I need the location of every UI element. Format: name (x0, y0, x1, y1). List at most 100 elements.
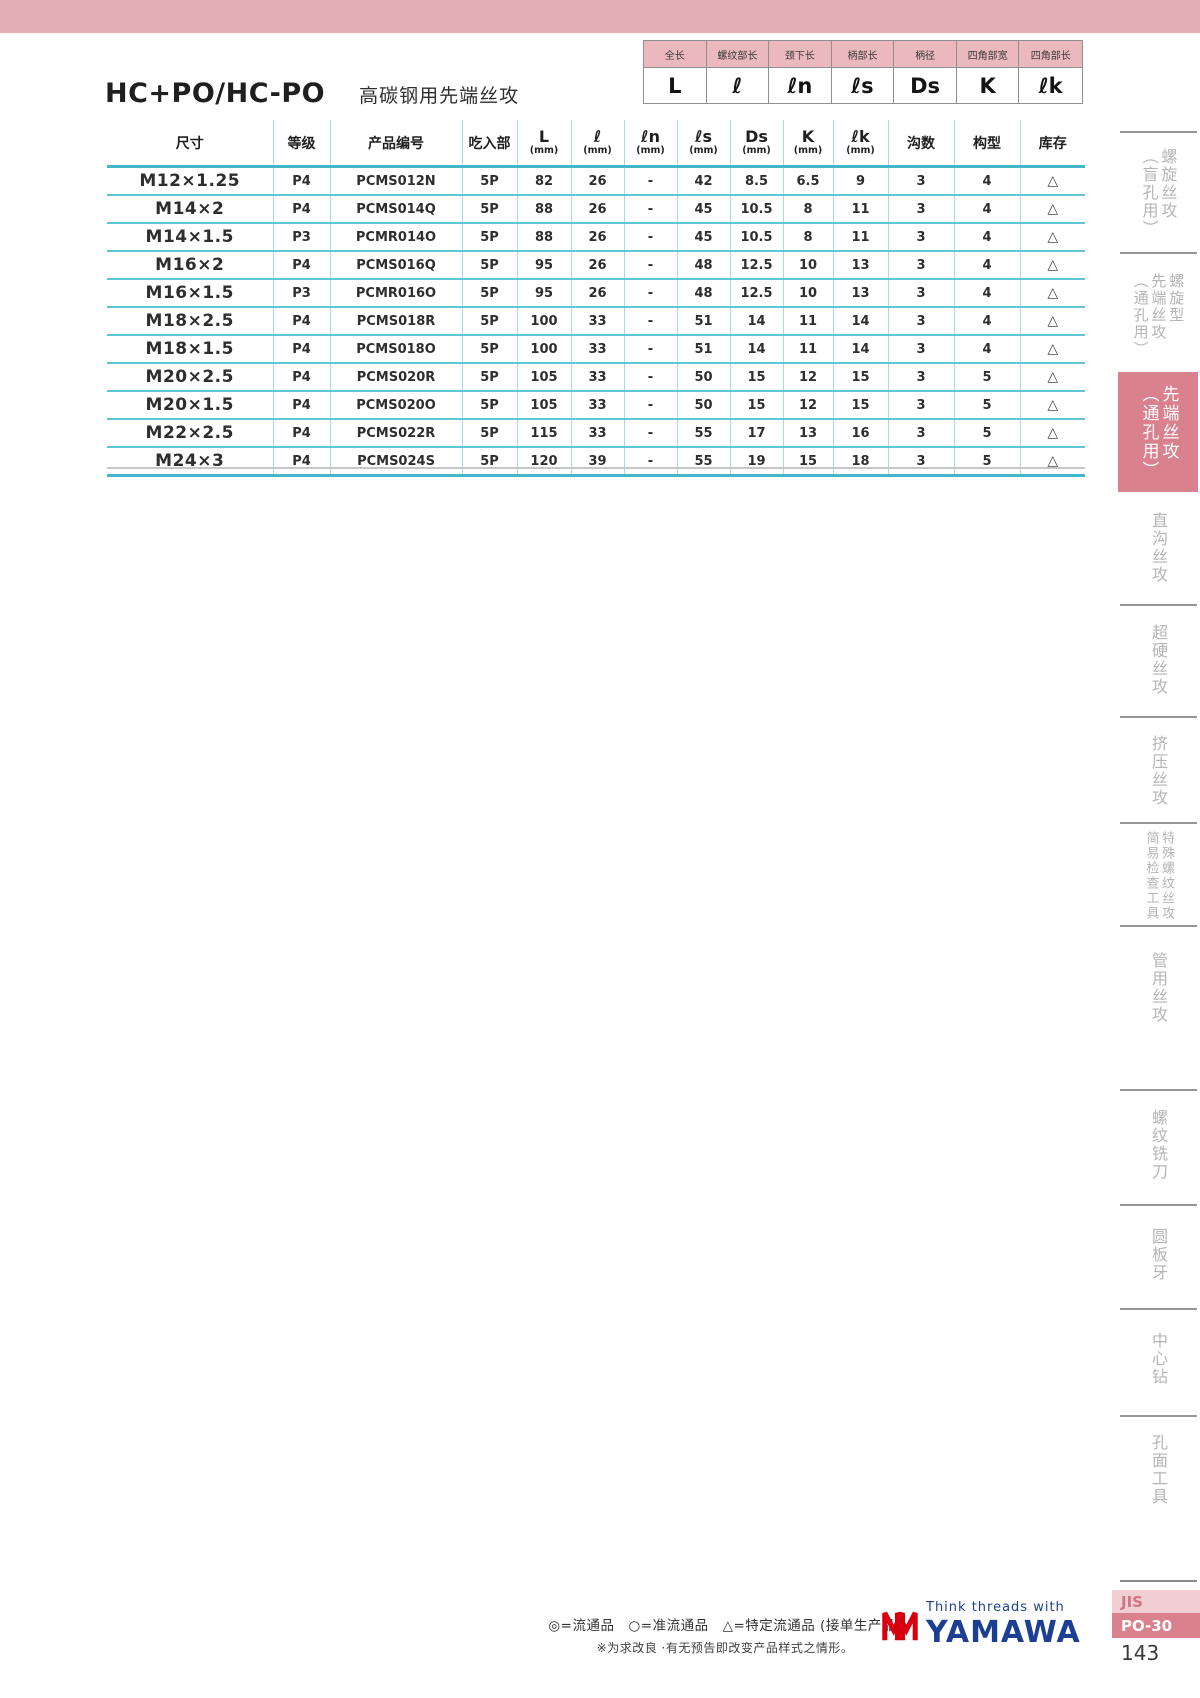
lk-cell: 15 (832, 363, 888, 392)
ls-cell: 48 (676, 279, 730, 308)
flutes-cell: 3 (887, 335, 954, 364)
sidebar-tab-special-thread-check-tools: 特殊螺纹丝攻 简易检查工具 (1118, 831, 1198, 921)
L-cell: 105 (516, 391, 571, 420)
table-row: M20×2.5 P4 PCMS020R 5P 105 33-50 15 12 15 3 5 △ (107, 363, 1085, 392)
ln-cell: - (623, 195, 677, 224)
stock-cell: △ (1019, 335, 1085, 364)
table-header-ln: ℓn (mm) (623, 120, 677, 168)
lk-cell: 9 (832, 166, 888, 196)
Ds-cell: 15 (729, 363, 783, 392)
form-cell: 4 (953, 251, 1020, 280)
flutes-cell: 3 (887, 363, 954, 392)
sidebar-tab-spiral-tap-blind: 螺旋丝攻 （盲孔用） (1118, 140, 1198, 246)
form-cell: 5 (953, 363, 1020, 392)
Ds-cell: 15 (729, 391, 783, 420)
L-cell: 120 (516, 447, 571, 477)
chamfer-cell: 5P (461, 251, 517, 280)
legend-label: 柄径 (894, 41, 957, 68)
flutes-cell: 3 (887, 447, 954, 477)
product-code-cell: PCMR014O (329, 223, 462, 252)
table-header-Ds: Ds (mm) (729, 120, 783, 168)
legend-symbol: ℓ (707, 68, 770, 103)
table-row: M16×1.5 P3 PCMR016O 5P 95 26-48 12.5 10 13 3 4 △ (107, 279, 1085, 308)
stock-cell: △ (1019, 447, 1085, 477)
Ds-cell: 10.5 (729, 195, 783, 224)
ls-cell: 55 (676, 447, 730, 477)
K-cell: 11 (782, 307, 833, 336)
table-row: M24×3 P4 PCMS024S 5P 120 39-55 19 15 18 3 5 △ (107, 447, 1085, 477)
lk-cell: 18 (832, 447, 888, 477)
grade-cell: P3 (272, 223, 330, 252)
flutes-cell: 3 (887, 251, 954, 280)
sidebar-tab-label: 圆板牙 (1148, 1228, 1168, 1282)
size-cell: M20×2.5 (107, 363, 273, 392)
flutes-cell: 3 (887, 195, 954, 224)
sidebar-tab-thread-mill: 螺纹铣刀 (1118, 1105, 1198, 1185)
legend-label: 四角部长 (1019, 41, 1082, 68)
legend-label: 柄部长 (831, 41, 895, 68)
table-header-size: 尺寸 (107, 120, 273, 168)
l-cell: 26 (570, 166, 624, 196)
table-header-l: ℓ (mm) (570, 120, 624, 168)
sidebar-divider (1120, 604, 1197, 606)
ln-cell: - (623, 447, 677, 477)
ln-cell: - (623, 363, 677, 392)
product-code-cell: PCMS018O (329, 335, 462, 364)
l-cell: 33 (570, 391, 624, 420)
product-code-cell: PCMS012N (329, 166, 462, 196)
form-cell: 4 (953, 307, 1020, 336)
size-cell: M22×2.5 (107, 419, 273, 448)
grade-cell: P4 (272, 307, 330, 336)
sidebar-tab-hole-surface-tools: 孔面工具 (1118, 1424, 1198, 1516)
page-subtitle: 高碳钢用先端丝攻 (359, 85, 520, 107)
disclaimer-note: ※为求改良 ·有无预告即改变产品样式之情形。 (596, 1641, 854, 1655)
jis-badge: JIS (1112, 1590, 1200, 1613)
ln-cell: - (623, 419, 677, 448)
table-head: 尺寸 等级 产品编号 吃入部 L (mm) ℓ (mm) ℓn (mm) ℓs (mm) Ds (mm) K… (107, 120, 1085, 168)
sidebar-tab-straight-flute-tap: 直沟丝攻 (1118, 505, 1198, 591)
product-code-cell: PCMS018R (329, 307, 462, 336)
table-header-product-code: 产品编号 (329, 120, 462, 168)
sidebar-tab-label: 中心钻 (1148, 1332, 1168, 1386)
grade-cell: P4 (272, 391, 330, 420)
Ds-cell: 14 (729, 307, 783, 336)
grade-cell: P4 (272, 251, 330, 280)
brand-tagline: Think threads with (926, 1600, 1065, 1615)
L-cell: 95 (516, 279, 571, 308)
L-cell: 100 (516, 307, 571, 336)
sidebar-tab-label: 先端丝攻 （通孔用） (1138, 384, 1179, 480)
lk-cell: 14 (832, 335, 888, 364)
product-code-cell: PCMS014Q (329, 195, 462, 224)
flutes-cell: 3 (887, 223, 954, 252)
stock-cell: △ (1019, 279, 1085, 308)
title-bar: HC+PO/HC-PO 高碳钢用先端丝攻 (105, 78, 519, 109)
ln-cell: - (623, 391, 677, 420)
page-code-badge: PO-30 (1112, 1613, 1200, 1638)
L-cell: 100 (516, 335, 571, 364)
table-header-lk: ℓk (mm) (832, 120, 888, 168)
table-header-K: K (mm) (782, 120, 833, 168)
table-header-ls: ℓs (mm) (676, 120, 730, 168)
Ds-cell: 8.5 (729, 166, 783, 196)
ls-cell: 55 (676, 419, 730, 448)
form-cell: 4 (953, 223, 1020, 252)
legend-symbol: ℓs (832, 68, 895, 103)
yamawa-mark-icon (882, 1611, 918, 1641)
sidebar-tab-label: 挤压丝攻 (1148, 735, 1168, 807)
table-body: M12×1.25 P4 PCMS012N 5P 82 26-42 8.5 6.5 9 3 4 △ M14… (107, 166, 1085, 477)
ls-cell: 50 (676, 363, 730, 392)
lk-cell: 14 (832, 307, 888, 336)
stock-cell: △ (1019, 391, 1085, 420)
brand-name: YAMAWA (926, 1615, 1081, 1650)
K-cell: 8 (782, 223, 833, 252)
chamfer-cell: 5P (461, 363, 517, 392)
ls-cell: 42 (676, 166, 730, 196)
L-cell: 105 (516, 363, 571, 392)
sidebar-tab-label: 管用丝攻 (1148, 952, 1168, 1024)
legend-label: 螺纹部长 (706, 41, 770, 68)
product-code-cell: PCMS024S (329, 447, 462, 477)
lk-cell: 13 (832, 251, 888, 280)
L-cell: 82 (516, 166, 571, 196)
grade-cell: P4 (272, 335, 330, 364)
chamfer-cell: 5P (461, 166, 517, 196)
